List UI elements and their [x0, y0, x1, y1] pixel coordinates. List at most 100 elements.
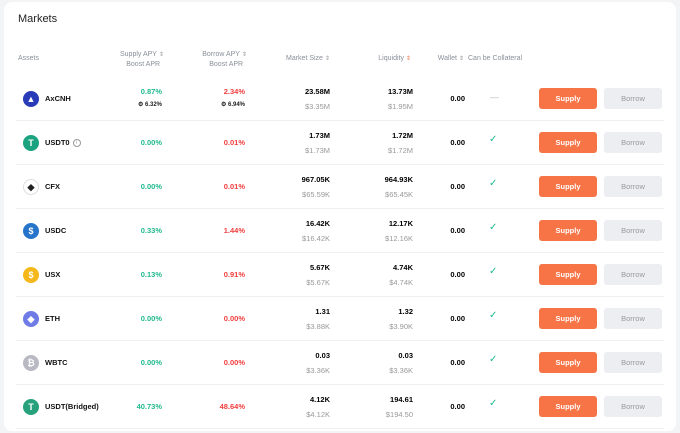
market-size: 16.42K [305, 219, 330, 228]
borrow-apy: 1.44% [223, 226, 245, 235]
borrow-apy: 48.64% [219, 402, 245, 411]
supply-button[interactable]: Supply [539, 308, 597, 329]
info-icon[interactable]: i [72, 139, 81, 148]
header-borrow[interactable]: Borrow APY ⇕ Boost APR [202, 51, 247, 68]
borrow-button[interactable]: Borrow [604, 132, 662, 153]
supply-button[interactable]: Supply [539, 176, 597, 197]
table-row: $ USDC 0.33% 1.44% 16.42K $16.42K 12.17K… [16, 209, 664, 253]
market-size-usd: $3.36K [306, 366, 330, 375]
check-icon: ✓ [489, 398, 498, 409]
header-wallet[interactable]: Wallet ⇕ [437, 55, 464, 62]
supply-button[interactable]: Supply [539, 264, 597, 285]
borrow-apy: 0.00% [223, 314, 245, 323]
market-size-usd: $3.88K [306, 322, 330, 331]
markets-card: Markets Assets Supply APY ⇕ Boost APR Borr… [4, 2, 676, 431]
wallet-balance: 0.00 [450, 94, 465, 103]
table-row: $ USX 0.13% 0.91% 5.67K $5.67K 4.74K $4.… [16, 253, 664, 297]
borrow-button[interactable]: Borrow [604, 396, 662, 417]
borrow-button[interactable]: Borrow [604, 176, 662, 197]
page-title: Markets [18, 13, 58, 25]
market-size: 967.05K [301, 175, 330, 184]
header-market-size[interactable]: Market Size ⇕ [286, 55, 330, 62]
table-row: ◆ CFX 0.00% 0.01% 967.05K $65.59K 964.93… [16, 165, 664, 209]
asset-icon: ₿ [23, 355, 39, 371]
liquidity-usd: $1.72M [387, 146, 413, 155]
liquidity-usd: $3.90K [389, 322, 413, 331]
market-size-usd: $1.73M [304, 146, 330, 155]
market-size: 4.12K [309, 395, 330, 404]
market-size-usd: $5.67K [306, 278, 330, 287]
header-collateral: Can be Collateral [468, 55, 523, 62]
supply-apy: 40.73% [136, 402, 162, 411]
wallet-balance: 0.00 [450, 138, 465, 147]
market-size-usd: $65.59K [302, 190, 330, 199]
borrow-boost-apr: ⚙ 6.94% [220, 102, 245, 108]
liquidity-usd: $12.16K [385, 234, 413, 243]
supply-apy: 0.33% [140, 226, 162, 235]
market-size: 1.31 [315, 307, 330, 316]
check-icon: ✓ [489, 266, 498, 277]
header-assets: Assets [18, 55, 40, 62]
liquidity: 964.93K [384, 175, 413, 184]
market-size: 1.73M [309, 131, 330, 140]
borrow-apy: 0.00% [223, 358, 245, 367]
liquidity: 13.73M [387, 87, 413, 96]
header-liquidity[interactable]: Liquidity ⇕ [378, 55, 411, 62]
asset-name[interactable]: USDT(Bridged) [45, 402, 99, 411]
liquidity-usd: $65.45K [385, 190, 413, 199]
borrow-button[interactable]: Borrow [604, 220, 662, 241]
borrow-button[interactable]: Borrow [604, 88, 662, 109]
check-icon: ✓ [489, 134, 498, 145]
asset-name[interactable]: ETH [45, 314, 60, 323]
liquidity-usd: $194.50 [385, 410, 413, 419]
liquidity: 4.74K [392, 263, 413, 272]
supply-button[interactable]: Supply [539, 132, 597, 153]
supply-button[interactable]: Supply [539, 396, 597, 417]
supply-apy: 0.00% [140, 182, 162, 191]
supply-button[interactable]: Supply [539, 352, 597, 373]
check-icon: ✓ [489, 310, 498, 321]
table-row: T USDT(Bridged) 40.73% 48.64% 4.12K $4.1… [16, 385, 664, 429]
header-supply[interactable]: Supply APY ⇕ Boost APR [120, 51, 164, 68]
wallet-balance: 0.00 [450, 182, 465, 191]
borrow-apy: 0.01% [223, 182, 245, 191]
check-icon: ✓ [489, 222, 498, 233]
check-icon: ✓ [489, 354, 498, 365]
table-header: Assets Supply APY ⇕ Boost APR Borrow APY ⇕ B… [4, 50, 676, 72]
supply-apy: 0.00% [140, 358, 162, 367]
liquidity: 0.03 [398, 351, 413, 360]
borrow-button[interactable]: Borrow [604, 308, 662, 329]
asset-name[interactable]: WBTC [45, 358, 68, 367]
asset-name[interactable]: USX [45, 270, 61, 279]
market-size: 0.03 [315, 351, 330, 360]
dash-icon: — [490, 92, 499, 102]
borrow-apy: 2.34% [223, 87, 245, 96]
asset-icon: $ [23, 267, 39, 283]
borrow-apy: 0.91% [223, 270, 245, 279]
wallet-balance: 0.00 [450, 358, 465, 367]
market-size-usd: $16.42K [302, 234, 330, 243]
liquidity: 1.72M [392, 131, 413, 140]
asset-icon: T [23, 135, 39, 151]
wallet-balance: 0.00 [450, 270, 465, 279]
wallet-balance: 0.00 [450, 226, 465, 235]
supply-apy: 0.00% [140, 138, 162, 147]
asset-name[interactable]: USDC [45, 226, 67, 235]
table-row: ₿ WBTC 0.00% 0.00% 0.03 $3.36K 0.03 $3.3… [16, 341, 664, 385]
asset-name[interactable]: CFX [45, 182, 60, 191]
asset-name[interactable]: USDT0 i [45, 138, 81, 148]
table-row: T USDT0 i 0.00% 0.01% 1.73M $1.73M 1.72M … [16, 121, 664, 165]
market-size-usd: $3.35M [304, 102, 330, 111]
borrow-button[interactable]: Borrow [604, 264, 662, 285]
supply-button[interactable]: Supply [539, 88, 597, 109]
supply-apy: 0.00% [140, 314, 162, 323]
supply-button[interactable]: Supply [539, 220, 597, 241]
liquidity-usd: $4.74K [389, 278, 413, 287]
borrow-button[interactable]: Borrow [604, 352, 662, 373]
supply-apy: 0.87% [140, 87, 162, 96]
wallet-balance: 0.00 [450, 402, 465, 411]
asset-icon: ◆ [23, 311, 39, 327]
asset-name[interactable]: AxCNH [45, 94, 71, 103]
liquidity: 12.17K [388, 219, 413, 228]
liquidity: 194.61 [390, 395, 413, 404]
